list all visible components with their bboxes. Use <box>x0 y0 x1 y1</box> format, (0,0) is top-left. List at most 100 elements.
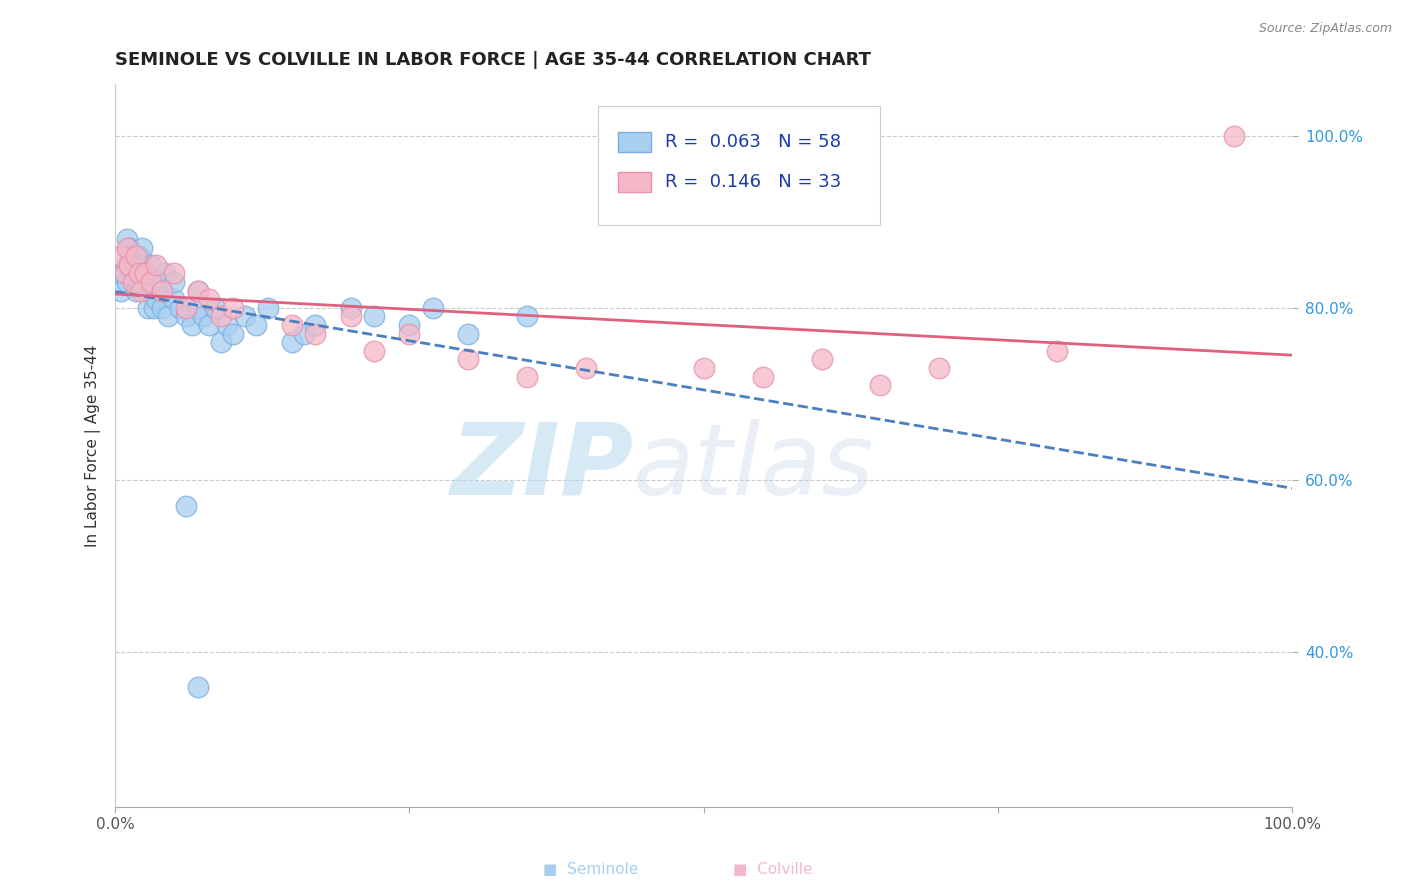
Point <box>150 284 173 298</box>
Point <box>169 301 191 315</box>
Point <box>222 326 245 341</box>
Point <box>115 275 138 289</box>
Point <box>110 249 132 263</box>
Point <box>118 241 141 255</box>
Point <box>174 310 197 324</box>
Point <box>198 318 221 332</box>
Point <box>209 310 232 324</box>
Point <box>125 284 148 298</box>
Point <box>233 310 256 324</box>
Point <box>139 258 162 272</box>
Point <box>112 267 135 281</box>
Point <box>118 258 141 272</box>
Point <box>125 275 148 289</box>
Point <box>148 275 170 289</box>
Point <box>131 241 153 255</box>
Point <box>124 258 146 272</box>
Point <box>398 326 420 341</box>
Point <box>128 275 150 289</box>
Bar <box>617 132 651 152</box>
Point <box>193 310 215 324</box>
Point <box>363 310 385 324</box>
Point <box>422 301 444 315</box>
Point <box>145 258 167 272</box>
Point <box>128 267 150 281</box>
Text: R =  0.146   N = 33: R = 0.146 N = 33 <box>665 173 841 191</box>
Point <box>163 275 186 289</box>
Point <box>150 284 173 298</box>
Point <box>121 267 143 281</box>
Point <box>457 352 479 367</box>
Point <box>174 499 197 513</box>
Point <box>869 378 891 392</box>
Point <box>187 284 209 298</box>
Point <box>120 249 142 263</box>
Point <box>516 310 538 324</box>
Point <box>143 301 166 315</box>
Point <box>145 292 167 306</box>
Text: R =  0.063   N = 58: R = 0.063 N = 58 <box>665 133 841 151</box>
Point <box>363 343 385 358</box>
Point <box>339 310 361 324</box>
Point <box>245 318 267 332</box>
Point <box>139 275 162 289</box>
Point <box>339 301 361 315</box>
Text: SEMINOLE VS COLVILLE IN LABOR FORCE | AGE 35-44 CORRELATION CHART: SEMINOLE VS COLVILLE IN LABOR FORCE | AG… <box>115 51 872 69</box>
Text: ZIP: ZIP <box>450 418 633 516</box>
Point <box>292 326 315 341</box>
Point <box>209 335 232 350</box>
Point <box>304 326 326 341</box>
Point <box>121 275 143 289</box>
Point <box>115 258 138 272</box>
Text: atlas: atlas <box>633 418 875 516</box>
Point <box>1222 128 1244 143</box>
Y-axis label: In Labor Force | Age 35-44: In Labor Force | Age 35-44 <box>86 344 101 547</box>
Point <box>115 241 138 255</box>
Point <box>174 301 197 315</box>
Point <box>198 292 221 306</box>
Point <box>163 292 186 306</box>
Point <box>153 267 176 281</box>
Point <box>304 318 326 332</box>
Point <box>281 318 304 332</box>
Point <box>398 318 420 332</box>
Point <box>150 301 173 315</box>
Point <box>457 326 479 341</box>
Point <box>928 361 950 376</box>
Point <box>215 318 238 332</box>
Point <box>136 284 159 298</box>
Point <box>129 284 152 298</box>
Point <box>129 258 152 272</box>
Point <box>142 284 165 298</box>
Point <box>187 680 209 694</box>
Point <box>139 275 162 289</box>
Point <box>121 249 143 263</box>
Point <box>134 275 156 289</box>
Text: Source: ZipAtlas.com: Source: ZipAtlas.com <box>1258 22 1392 36</box>
Point <box>693 361 716 376</box>
Point <box>163 267 186 281</box>
Point <box>125 249 148 263</box>
Point <box>128 249 150 263</box>
Point <box>281 335 304 350</box>
Point <box>114 267 136 281</box>
Point <box>157 310 180 324</box>
Point <box>110 284 132 298</box>
Point <box>1046 343 1069 358</box>
Point <box>187 284 209 298</box>
Point <box>180 318 202 332</box>
Point <box>134 267 156 281</box>
Point <box>115 232 138 246</box>
Point <box>751 369 773 384</box>
FancyBboxPatch shape <box>598 106 880 225</box>
Point <box>134 267 156 281</box>
Point <box>187 301 209 315</box>
Point <box>136 301 159 315</box>
Point <box>575 361 598 376</box>
Point <box>222 301 245 315</box>
Point <box>810 352 832 367</box>
Text: ■  Colville: ■ Colville <box>734 863 813 877</box>
Point <box>516 369 538 384</box>
Point <box>128 267 150 281</box>
Text: ■  Seminole: ■ Seminole <box>543 863 638 877</box>
